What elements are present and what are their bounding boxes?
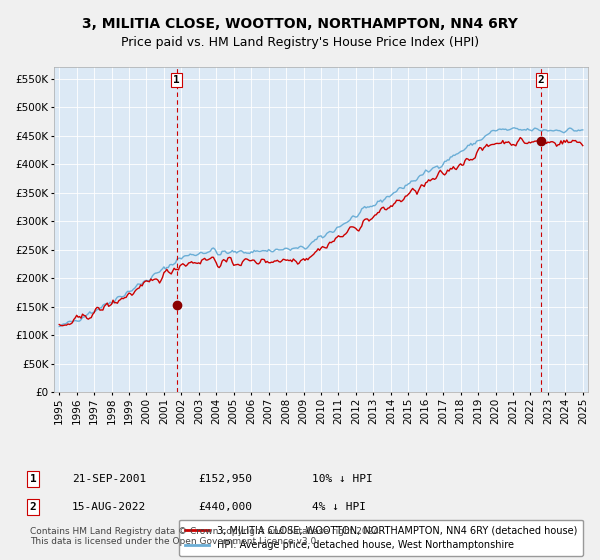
Text: £440,000: £440,000: [198, 502, 252, 512]
Text: 3, MILITIA CLOSE, WOOTTON, NORTHAMPTON, NN4 6RY: 3, MILITIA CLOSE, WOOTTON, NORTHAMPTON, …: [82, 17, 518, 31]
Text: 1: 1: [29, 474, 37, 484]
Text: 21-SEP-2001: 21-SEP-2001: [72, 474, 146, 484]
Text: 2: 2: [538, 74, 545, 85]
Text: 10% ↓ HPI: 10% ↓ HPI: [312, 474, 373, 484]
Text: 2: 2: [29, 502, 37, 512]
Text: Contains HM Land Registry data © Crown copyright and database right 2024.
This d: Contains HM Land Registry data © Crown c…: [30, 526, 382, 546]
Text: 1: 1: [173, 74, 180, 85]
Text: 4% ↓ HPI: 4% ↓ HPI: [312, 502, 366, 512]
Text: Price paid vs. HM Land Registry's House Price Index (HPI): Price paid vs. HM Land Registry's House …: [121, 36, 479, 49]
Text: 15-AUG-2022: 15-AUG-2022: [72, 502, 146, 512]
Text: £152,950: £152,950: [198, 474, 252, 484]
Legend: 3, MILITIA CLOSE, WOOTTON, NORTHAMPTON, NN4 6RY (detached house), HPI: Average p: 3, MILITIA CLOSE, WOOTTON, NORTHAMPTON, …: [179, 520, 583, 556]
